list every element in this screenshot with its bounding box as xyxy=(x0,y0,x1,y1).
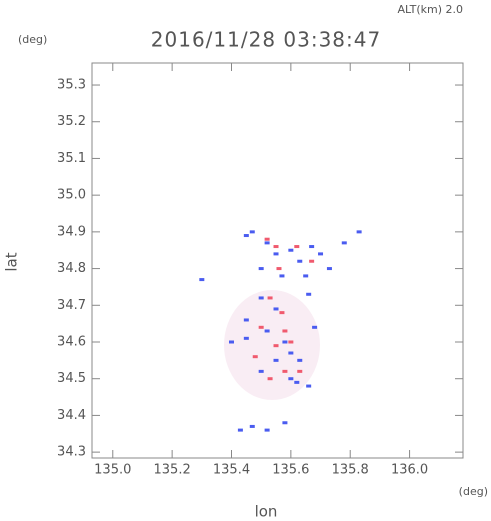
echo-point xyxy=(282,340,288,344)
echo-point xyxy=(297,358,303,362)
x-tick-label: 135.4 xyxy=(213,463,250,478)
x-unit: (deg) xyxy=(459,485,488,498)
echo-point xyxy=(264,241,270,245)
echo-point xyxy=(258,296,264,300)
y-tick-label: 34.3 xyxy=(57,445,86,460)
echo-point xyxy=(273,307,279,311)
echo-point xyxy=(279,311,285,315)
echo-point xyxy=(243,318,249,322)
echo-point xyxy=(267,377,273,381)
y-tick-label: 35.3 xyxy=(57,78,86,93)
echo-point xyxy=(303,274,309,278)
echo-point xyxy=(273,252,279,256)
y-axis-label: lat xyxy=(3,252,21,271)
echo-point xyxy=(326,267,332,271)
echo-point xyxy=(318,252,324,256)
echo-point xyxy=(288,377,294,381)
echo-point xyxy=(309,245,315,249)
echo-point xyxy=(249,424,255,428)
y-tick-label: 34.7 xyxy=(57,298,86,313)
x-tick-label: 135.6 xyxy=(272,463,309,478)
echo-point xyxy=(294,245,300,249)
echo-point xyxy=(309,259,315,263)
plot-frame xyxy=(91,62,464,459)
echo-point xyxy=(297,259,303,263)
echo-point xyxy=(267,296,273,300)
echo-point xyxy=(306,384,312,388)
x-tick-label: 135.2 xyxy=(154,463,191,478)
echo-point xyxy=(282,329,288,333)
y-tick-label: 35.0 xyxy=(57,188,86,203)
y-tick-label: 34.5 xyxy=(57,371,86,386)
echo-point xyxy=(237,428,243,432)
x-tick-label: 136.0 xyxy=(391,463,428,478)
x-tick-label: 135.8 xyxy=(332,463,369,478)
echo-point xyxy=(312,325,318,329)
chart-title: 2016/11/28 03:38:47 xyxy=(151,28,381,52)
echo-point xyxy=(252,355,258,359)
echo-point xyxy=(273,245,279,249)
echo-point xyxy=(294,380,300,384)
y-tick-label: 35.2 xyxy=(57,114,86,129)
echo-point xyxy=(249,230,255,234)
echo-point xyxy=(258,267,264,271)
echo-point xyxy=(288,340,294,344)
echo-point xyxy=(264,329,270,333)
echo-point xyxy=(282,369,288,373)
echo-point xyxy=(273,344,279,348)
echo-point xyxy=(258,369,264,373)
echo-point xyxy=(199,278,205,282)
echo-point xyxy=(243,336,249,340)
echo-haze xyxy=(224,290,320,400)
echo-point xyxy=(356,230,362,234)
echo-point xyxy=(341,241,347,245)
echo-point xyxy=(288,248,294,252)
echo-point xyxy=(279,274,285,278)
echo-point xyxy=(306,292,312,296)
echo-point xyxy=(297,369,303,373)
echo-point xyxy=(282,421,288,425)
echo-point xyxy=(258,325,264,329)
altitude-label: ALT(km) 2.0 xyxy=(397,3,463,16)
x-axis-label: lon xyxy=(255,503,278,521)
y-tick-label: 34.6 xyxy=(57,334,86,349)
echo-point xyxy=(264,237,270,241)
x-tick-label: 135.0 xyxy=(94,463,131,478)
y-unit: (deg) xyxy=(18,33,47,46)
echo-point xyxy=(243,234,249,238)
echo-point xyxy=(288,351,294,355)
echo-point xyxy=(228,340,234,344)
echo-point xyxy=(276,267,282,271)
y-tick-label: 34.8 xyxy=(57,261,86,276)
y-tick-label: 34.9 xyxy=(57,224,86,239)
y-tick-label: 35.1 xyxy=(57,151,86,166)
y-tick-label: 34.4 xyxy=(57,408,86,423)
echo-point xyxy=(273,358,279,362)
echo-point xyxy=(264,428,270,432)
